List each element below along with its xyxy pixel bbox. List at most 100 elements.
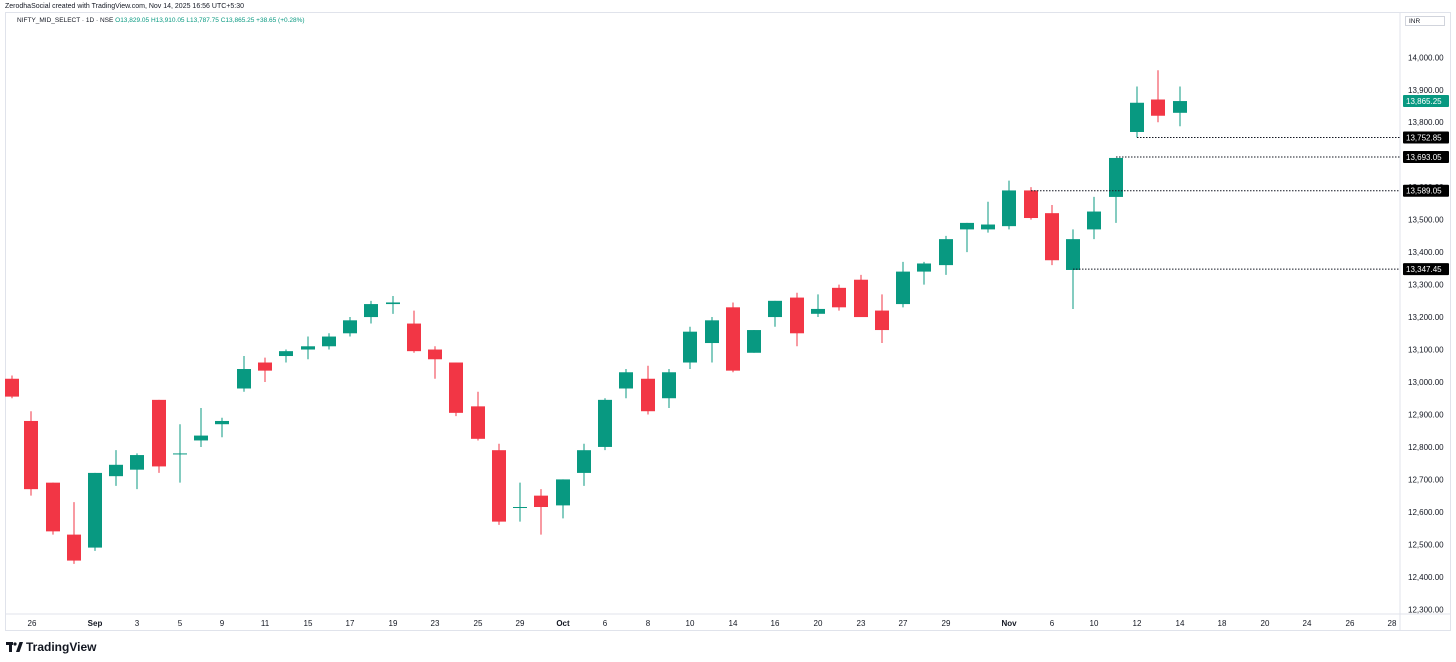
- y-tick-label: 13,400.00: [1408, 248, 1444, 257]
- x-tick-label: 10: [686, 619, 695, 628]
- price-label: 13,693.05: [1406, 153, 1442, 162]
- x-tick-label: 14: [1176, 619, 1185, 628]
- x-tick-label: 16: [771, 619, 780, 628]
- y-tick-label: 12,300.00: [1408, 605, 1444, 614]
- candle-body: [130, 455, 144, 470]
- x-tick-label: Nov: [1001, 619, 1017, 628]
- y-tick-label: 13,300.00: [1408, 281, 1444, 290]
- y-tick-label: 12,600.00: [1408, 508, 1444, 517]
- y-tick-label: 12,400.00: [1408, 573, 1444, 582]
- candle-body: [46, 482, 60, 532]
- candle-body: [471, 406, 485, 439]
- y-tick-label: 14,000.00: [1408, 53, 1444, 62]
- candle-body: [1109, 157, 1123, 197]
- x-tick-label: 3: [135, 619, 140, 628]
- x-tick-label: Oct: [556, 619, 570, 628]
- x-tick-label: 28: [1388, 619, 1397, 628]
- y-tick-label: 12,500.00: [1408, 540, 1444, 549]
- x-tick-label: 5: [178, 619, 183, 628]
- price-label-box: [1403, 95, 1449, 108]
- x-tick-label: 19: [389, 619, 398, 628]
- legend-open: O13,829.05: [115, 17, 150, 24]
- price-label: 13,865.25: [1406, 97, 1442, 106]
- candle-body: [109, 464, 123, 477]
- x-tick-label: 6: [603, 619, 608, 628]
- x-tick-label: 26: [28, 619, 37, 628]
- candle-body: [386, 302, 400, 305]
- symbol-legend: NIFTY_MID_SELECT · 1D · NSE O13,829.05 H…: [17, 17, 305, 24]
- candle-body: [513, 507, 527, 509]
- x-tick-label: Sep: [88, 619, 103, 628]
- x-tick-label: 9: [220, 619, 225, 628]
- x-tick-label: 29: [942, 619, 951, 628]
- candle-body: [1087, 211, 1101, 230]
- candle-body: [1002, 190, 1016, 227]
- candle-body: [832, 287, 846, 308]
- candle-body: [917, 263, 931, 272]
- candle-body: [24, 420, 38, 490]
- candle-body: [152, 399, 166, 467]
- y-tick-label: 13,200.00: [1408, 313, 1444, 322]
- x-tick-label: 29: [516, 619, 525, 628]
- candle-body: [790, 297, 804, 334]
- price-label-box: [1403, 263, 1449, 276]
- legend-low: L13,787.75: [186, 17, 219, 24]
- candle-body: [811, 308, 825, 314]
- candle-body: [768, 300, 782, 318]
- candle-body: [1066, 239, 1080, 270]
- candle-body: [194, 435, 208, 441]
- currency-selector[interactable]: INR: [1405, 16, 1445, 26]
- tradingview-wordmark: TradingView: [26, 640, 97, 654]
- candle-body: [5, 378, 19, 397]
- candle-body: [492, 450, 506, 522]
- candle-body: [1173, 101, 1187, 113]
- chart-frame: [5, 12, 1451, 631]
- candle-body: [981, 224, 995, 230]
- candle-body: [662, 372, 676, 399]
- candle-body: [449, 362, 463, 413]
- candle-body: [683, 331, 697, 363]
- candle-body: [364, 304, 378, 318]
- candle-body: [598, 399, 612, 447]
- y-tick-label: 12,900.00: [1408, 410, 1444, 419]
- x-tick-label: 8: [646, 619, 651, 628]
- candle-body: [428, 349, 442, 360]
- x-tick-label: 24: [1303, 619, 1312, 628]
- candle-body: [1045, 213, 1059, 261]
- attribution-text: ZerodhaSocial created with TradingView.c…: [5, 3, 244, 10]
- candle-body: [88, 472, 102, 548]
- x-tick-label: 25: [474, 619, 483, 628]
- candle-body: [939, 239, 953, 266]
- candle-body: [67, 534, 81, 561]
- candle-body: [279, 351, 293, 357]
- price-label: 13,752.85: [1406, 134, 1442, 143]
- symbol-name: NIFTY_MID_SELECT · 1D · NSE: [17, 17, 114, 24]
- x-tick-label: 23: [857, 619, 866, 628]
- candle-body: [726, 307, 740, 371]
- x-tick-label: 14: [729, 619, 738, 628]
- y-tick-label: 13,000.00: [1408, 378, 1444, 387]
- price-label-box: [1403, 184, 1449, 197]
- x-tick-label: 20: [814, 619, 823, 628]
- candle-body: [173, 453, 187, 455]
- tradingview-logo: TradingView: [6, 640, 96, 654]
- price-label-box: [1403, 150, 1449, 163]
- candle-body: [960, 222, 974, 230]
- price-label: 13,347.45: [1406, 265, 1442, 274]
- candle-body: [619, 372, 633, 389]
- x-tick-label: 15: [304, 619, 313, 628]
- y-tick-label: 13,500.00: [1408, 216, 1444, 225]
- candle-body: [705, 320, 719, 344]
- x-tick-label: 17: [346, 619, 355, 628]
- tradingview-logo-icon: [6, 642, 23, 652]
- x-tick-label: 6: [1050, 619, 1055, 628]
- legend-close: C13,865.25: [220, 17, 255, 24]
- y-tick-label: 13,100.00: [1408, 346, 1444, 355]
- y-tick-label: 12,700.00: [1408, 475, 1444, 484]
- x-tick-label: 12: [1133, 619, 1142, 628]
- legend-change: +38.65 (+0.28%): [256, 17, 305, 24]
- candle-body: [215, 420, 229, 425]
- x-tick-label: 26: [1346, 619, 1355, 628]
- price-label-box: [1403, 131, 1449, 144]
